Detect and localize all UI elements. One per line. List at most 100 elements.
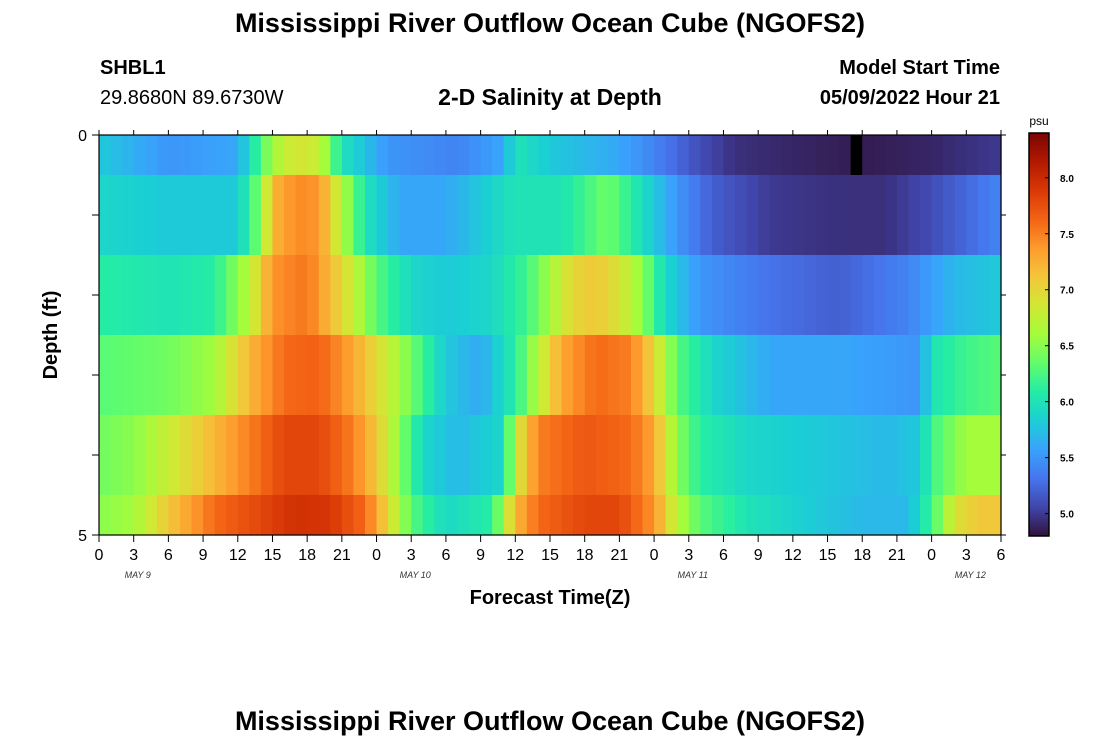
heatmap-cell: [977, 135, 991, 176]
heatmap-cell: [214, 135, 227, 176]
x-tick-label: 15: [264, 547, 282, 564]
heatmap-cell: [977, 335, 991, 416]
heatmap-cell: [411, 335, 424, 416]
heatmap-cell: [445, 135, 459, 176]
heatmap-cell: [191, 415, 204, 496]
heatmap-cell: [122, 135, 135, 176]
heatmap-cell: [665, 415, 678, 496]
heatmap-cell: [99, 335, 112, 416]
heatmap-cell: [815, 415, 829, 496]
heatmap-cell: [179, 175, 193, 256]
heatmap-cell: [943, 335, 956, 416]
heatmap-cell: [977, 255, 991, 336]
heatmap-cell: [654, 415, 667, 496]
heatmap-cell: [260, 495, 274, 536]
heatmap-cell: [735, 175, 748, 256]
heatmap-cell: [515, 175, 528, 256]
heatmap-cell: [168, 255, 181, 336]
heatmap-cell: [873, 415, 886, 496]
x-tick-label: 15: [819, 547, 837, 564]
heatmap-cell: [769, 415, 782, 496]
heatmap-cell: [619, 175, 632, 256]
heatmap-cell: [422, 495, 435, 536]
heatmap-cell: [758, 495, 771, 536]
missing-value-cell: [850, 135, 863, 175]
heatmap-cell: [723, 135, 736, 176]
heatmap-cell: [630, 175, 644, 256]
heatmap-cell: [931, 175, 944, 256]
heatmap-cell: [156, 135, 169, 176]
heatmap-cell: [133, 415, 146, 496]
heatmap-cell: [538, 175, 551, 256]
heatmap-cell: [607, 335, 620, 416]
heatmap-cell: [110, 175, 123, 256]
heatmap-cell: [203, 495, 216, 536]
heatmap-cell: [700, 415, 713, 496]
heatmap-cell: [596, 175, 609, 256]
heatmap-cell: [966, 495, 979, 536]
heatmap-cell: [133, 255, 146, 336]
heatmap-cell: [931, 495, 944, 536]
heatmap-cell: [318, 495, 331, 536]
heatmap-cell: [642, 415, 655, 496]
heatmap-cell: [341, 255, 355, 336]
heatmap-cell: [677, 495, 690, 536]
heatmap-cell: [746, 175, 759, 256]
heatmap-cell: [700, 135, 713, 176]
heatmap-cell: [237, 415, 250, 496]
heatmap-cell: [515, 495, 528, 536]
heatmap-cell: [908, 335, 921, 416]
heatmap-cell: [573, 135, 586, 176]
x-tick-label: 0: [927, 547, 936, 564]
heatmap-cell: [873, 135, 886, 176]
heatmap-cell: [411, 175, 424, 256]
chart-subtitle: 2-D Salinity at Depth: [438, 84, 662, 110]
heatmap-cell: [538, 495, 551, 536]
heatmap-cell: [735, 255, 748, 336]
heatmap-cell: [561, 255, 574, 336]
heatmap-cell: [665, 175, 678, 256]
heatmap-cell: [862, 415, 875, 496]
heatmap-cell: [168, 335, 181, 416]
heatmap-cell: [896, 255, 910, 336]
heatmap-cell: [584, 135, 597, 176]
heatmap-cell: [145, 175, 158, 256]
heatmap-cell: [364, 135, 378, 176]
heatmap-cell: [619, 495, 632, 536]
heatmap-cell: [688, 335, 701, 416]
heatmap-cell: [954, 255, 967, 336]
heatmap-cell: [758, 415, 771, 496]
x-date-label: MAY 10: [400, 570, 431, 580]
heatmap-cell: [203, 135, 216, 176]
heatmap-cell: [723, 495, 736, 536]
heatmap-cell: [295, 495, 308, 536]
colorbar-tick-label: 6.5: [1060, 342, 1074, 353]
heatmap-cell: [226, 335, 239, 416]
heatmap-cell: [388, 415, 401, 496]
second-figure-title: Mississippi River Outflow Ocean Cube (NG…: [234, 706, 866, 736]
heatmap-cell: [815, 135, 829, 176]
heatmap-cell: [561, 175, 574, 256]
heatmap-cell: [665, 255, 678, 336]
heatmap-cell: [908, 135, 921, 176]
heatmap-cell: [399, 335, 412, 416]
heatmap-cell: [977, 175, 991, 256]
heatmap-cell: [214, 255, 227, 336]
heatmap-cell: [260, 415, 274, 496]
heatmap-cell: [885, 335, 898, 416]
heatmap-cell: [688, 415, 701, 496]
heatmap-cell: [503, 415, 516, 496]
heatmap-cell: [920, 495, 933, 536]
heatmap-cell: [758, 135, 771, 176]
heatmap-cell: [376, 415, 389, 496]
heatmap-cell: [434, 135, 447, 176]
heatmap-cell: [122, 335, 135, 416]
heatmap-cell: [758, 255, 771, 336]
heatmap-cell: [746, 415, 759, 496]
heatmap-cell: [156, 495, 169, 536]
heatmap-cell: [943, 495, 956, 536]
heatmap-cell: [330, 255, 343, 336]
heatmap-cell: [110, 495, 123, 536]
heatmap-cell: [330, 335, 343, 416]
